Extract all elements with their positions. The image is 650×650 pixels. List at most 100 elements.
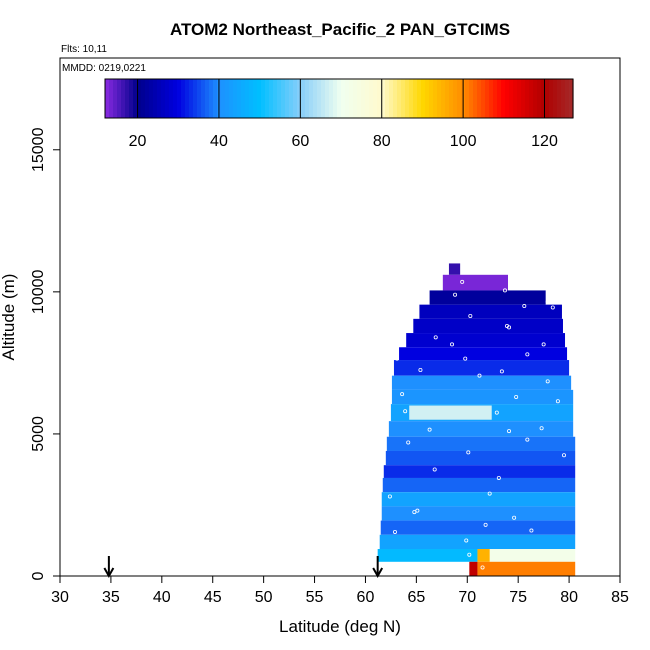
colorbar-swatch [133,79,138,118]
colorbar-swatch [129,79,134,118]
sample-point [403,409,408,414]
sample-point [468,314,473,319]
heatmap-cell [381,506,576,521]
x-tick-label: 40 [153,589,171,606]
sample-point [449,342,454,347]
heatmap-cell [385,450,576,466]
colorbar-tick-label: 60 [291,133,309,150]
heatmap-cell [477,549,490,562]
colorbar-swatch [481,79,486,118]
x-tick-label: 85 [611,589,629,606]
heatmap-cell [409,405,492,420]
colorbar-swatch [405,79,410,118]
colorbar-swatch [245,79,250,118]
colorbar-swatch [429,79,434,118]
colorbar-swatch [521,79,526,118]
sample-point [541,342,546,347]
colorbar-swatch [485,79,490,118]
colorbar-swatch [401,79,406,118]
colorbar-swatch [441,79,446,118]
y-tick-label: 10000 [30,270,47,315]
colorbar-swatch [105,79,110,118]
colorbar-swatch [349,79,354,118]
y-tick-label: 0 [30,571,47,580]
sample-point [514,394,519,399]
colorbar-swatch [197,79,202,118]
colorbar-swatch [513,79,518,118]
sample-point [460,279,465,284]
colorbar-swatch [385,79,390,118]
colorbar-swatch [121,79,126,118]
sample-point [415,508,420,513]
colorbar-swatch [181,79,186,118]
colorbar-swatch [457,79,462,118]
sample-point [525,352,530,357]
colorbar-swatch [545,79,550,118]
colorbar-swatch [453,79,458,118]
colorbar-frame [104,78,574,119]
sample-point [502,288,507,293]
colorbar-swatch [425,79,430,118]
sample-point [507,325,512,330]
heatmap-cell [477,561,576,576]
sample-point [522,304,527,309]
colorbar-swatch [261,79,266,118]
sample-point [395,356,400,361]
sample-point [550,305,555,310]
colorbar-swatch [449,79,454,118]
colorbar-swatch [333,79,338,118]
colorbar-swatch [281,79,286,118]
sample-point [433,335,438,340]
sample-point [562,453,567,458]
colorbar-swatch [277,79,282,118]
sample-point [467,552,472,557]
colorbar-swatch [301,79,306,118]
colorbar-swatch [541,79,546,118]
colorbar-swatch [361,79,366,118]
sample-point [466,450,471,455]
colorbar-swatch [189,79,194,118]
colorbar-swatch [285,79,290,118]
colorbar-swatch [205,79,210,118]
colorbar-swatch [445,79,450,118]
colorbar-swatch [501,79,506,118]
colorbar-swatch [337,79,342,118]
colorbar-swatch [389,79,394,118]
colorbar-swatch [153,79,158,118]
x-tick-label: 50 [255,589,273,606]
colorbar-swatch [149,79,154,118]
flight-markers [103,556,384,579]
sample-point [555,399,560,404]
colorbar-swatch [417,79,422,118]
colorbar-swatch [477,79,482,118]
colorbar-swatch [381,79,386,118]
sample-point [432,467,437,472]
heatmap-cell [391,375,572,390]
sample-point [464,538,469,543]
heatmap-cell [381,492,576,507]
sample-point [494,410,499,415]
colorbar-swatch [469,79,474,118]
colorbar-swatch [569,79,574,118]
x-axis-label: Latitude (deg N) [279,617,401,636]
colorbar-swatch [553,79,558,118]
colorbar-swatch [305,79,310,118]
sample-point [525,437,530,442]
colorbar-swatch [497,79,502,118]
sample-point [507,429,512,434]
colorbar-swatch [185,79,190,118]
sample-point [480,565,485,570]
sample-point [418,367,423,372]
colorbar-swatch [433,79,438,118]
colorbar-swatch [505,79,510,118]
sample-point [496,475,501,480]
heatmap-cell [489,549,576,562]
colorbar-swatch [249,79,254,118]
y-axis-label: Altitude (m) [0,274,18,361]
colorbar-swatch [313,79,318,118]
colorbar-swatch [225,79,230,118]
x-tick-label: 65 [407,589,425,606]
colorbar-swatch [221,79,226,118]
colorbar-swatch [489,79,494,118]
flights-label: Flts: 10,11 [61,44,107,55]
